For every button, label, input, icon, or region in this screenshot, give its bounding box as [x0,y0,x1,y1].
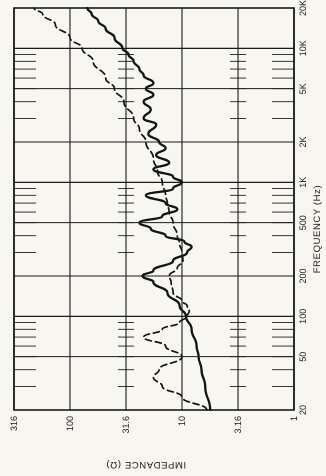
impedance-axis-title: IMPEDANCE (Ω) [106,459,186,470]
frequency-tick-label: 100 [298,309,308,324]
impedance-tick-label: 10 [177,416,187,426]
impedance-tick-label: 316 [9,416,19,431]
plot-frame [13,7,295,411]
dashed-impedance-curve [33,7,208,411]
frequency-tick-label: 500 [298,215,308,230]
frequency-tick-label: 200 [298,268,308,283]
frequency-tick-label: 50 [298,352,308,362]
frequency-tick-label: 20 [298,405,308,415]
impedance-tick-label: 100 [65,416,75,431]
frequency-tick-label: 5K [298,83,308,94]
frequency-tick-label: 10K [298,40,308,56]
impedance-tick-label: 1 [289,416,299,421]
frequency-tick-label: 2K [298,136,308,147]
frequency-axis-title: FREQUENCY (Hz) [312,185,323,273]
impedance-tick-label: 3.16 [233,416,243,434]
frequency-tick-label: 20K [298,0,308,16]
impedance-tick-label: 31.6 [121,416,131,434]
solid-impedance-curve [86,6,212,412]
frequency-tick-label: 1K [298,177,308,188]
